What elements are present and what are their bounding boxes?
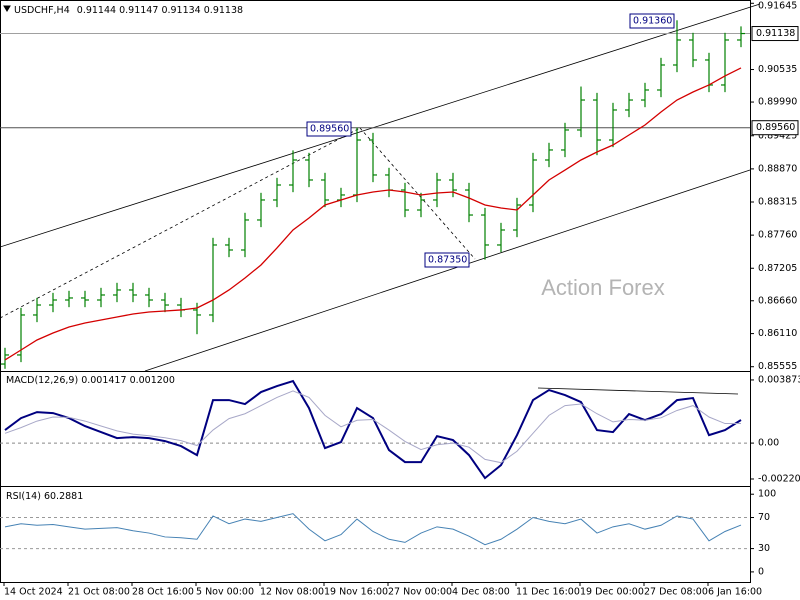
rsi-header: RSI(14) 60.2881 <box>6 491 83 502</box>
macd-trendline <box>537 387 739 395</box>
rsi-title: RSI(14) <box>6 491 41 502</box>
y-tick-label: 0.90535 <box>758 64 797 75</box>
level-label: 0.91138 <box>756 28 795 39</box>
last-open: 0.91144 <box>77 5 116 16</box>
level-label: 0.89560 <box>756 122 795 133</box>
last-high: 0.91147 <box>119 5 158 16</box>
y-tick-label: 0.91645 <box>758 1 797 12</box>
signal-readout: 0.001200 <box>130 375 175 386</box>
x-tick-label: 4 Dec 08:00 <box>452 587 510 598</box>
annotation-box <box>424 252 470 268</box>
x-tick-label: 19 Dec 00:00 <box>580 587 644 598</box>
channel-lower <box>144 169 751 372</box>
last-close: 0.91138 <box>204 5 243 16</box>
trend-dashed <box>0 127 361 319</box>
y-tick-label: 30 <box>758 543 770 554</box>
x-tick-label: 21 Oct 08:00 <box>68 587 130 598</box>
last-low: 0.91134 <box>161 5 200 16</box>
annotation: 0.91360 <box>633 16 672 27</box>
symbol: USDCHF,H4 <box>14 5 70 16</box>
x-tick-label: 27 Nov 00:00 <box>388 587 452 598</box>
price-header: USDCHF,H4 0.91144 0.91147 0.91134 0.9113… <box>14 5 243 16</box>
channel-upper <box>0 3 761 248</box>
x-tick-label: 12 Nov 08:00 <box>260 587 324 598</box>
moving-average <box>4 67 742 361</box>
x-tick-label: 6 Jan 16:00 <box>708 587 762 598</box>
y-tick-label: 0.87205 <box>758 263 797 274</box>
y-tick-label: 0.88870 <box>758 163 797 174</box>
y-tick-label: 0 <box>758 566 764 577</box>
series-line <box>4 513 742 546</box>
x-tick-label: 27 Dec 08:00 <box>644 587 708 598</box>
y-tick-label: 0.88315 <box>758 197 797 208</box>
y-tick-label: 0.87760 <box>758 230 797 241</box>
y-tick-label: 100 <box>758 489 776 500</box>
y-tick-label: 0.86660 <box>758 295 797 306</box>
macd-header: MACD(12,26,9) 0.001417 0.001200 <box>6 375 175 386</box>
y-tick-label: 0.86110 <box>758 328 797 339</box>
level-box <box>751 26 799 42</box>
plot-frame <box>0 0 751 583</box>
collapse-arrow <box>3 5 11 12</box>
annotation: 0.87350 <box>428 255 467 266</box>
series-line <box>4 379 742 480</box>
annotation-box <box>306 121 352 137</box>
series-line <box>4 390 741 464</box>
frame <box>0 0 761 583</box>
annotation-box <box>629 13 675 29</box>
annotation: 0.89560 <box>310 124 349 135</box>
x-tick-label: 19 Nov 16:00 <box>324 587 388 598</box>
macd-title: MACD(12,26,9) <box>6 375 78 386</box>
y-tick-label: 0.89990 <box>758 97 797 108</box>
x-tick-label: 28 Oct 16:00 <box>132 587 194 598</box>
y-tick-label: 0.89425 <box>758 130 797 141</box>
y-tick-label: 0.00 <box>758 438 779 449</box>
rsi-readout: 60.2881 <box>44 491 83 502</box>
y-tick-label: 0.85555 <box>758 361 797 372</box>
y-tick-label: 70 <box>758 512 770 523</box>
x-tick-label: 11 Dec 16:00 <box>516 587 580 598</box>
trend-dashed <box>359 127 476 260</box>
x-tick-label: 14 Oct 2024 <box>4 587 63 598</box>
macd-readout: 0.001417 <box>81 375 126 386</box>
level-box <box>751 120 799 136</box>
x-tick-label: 5 Nov 00:00 <box>196 587 254 598</box>
y-tick-label: 0.003873 <box>758 374 800 385</box>
watermark: Action Forex <box>541 275 665 300</box>
